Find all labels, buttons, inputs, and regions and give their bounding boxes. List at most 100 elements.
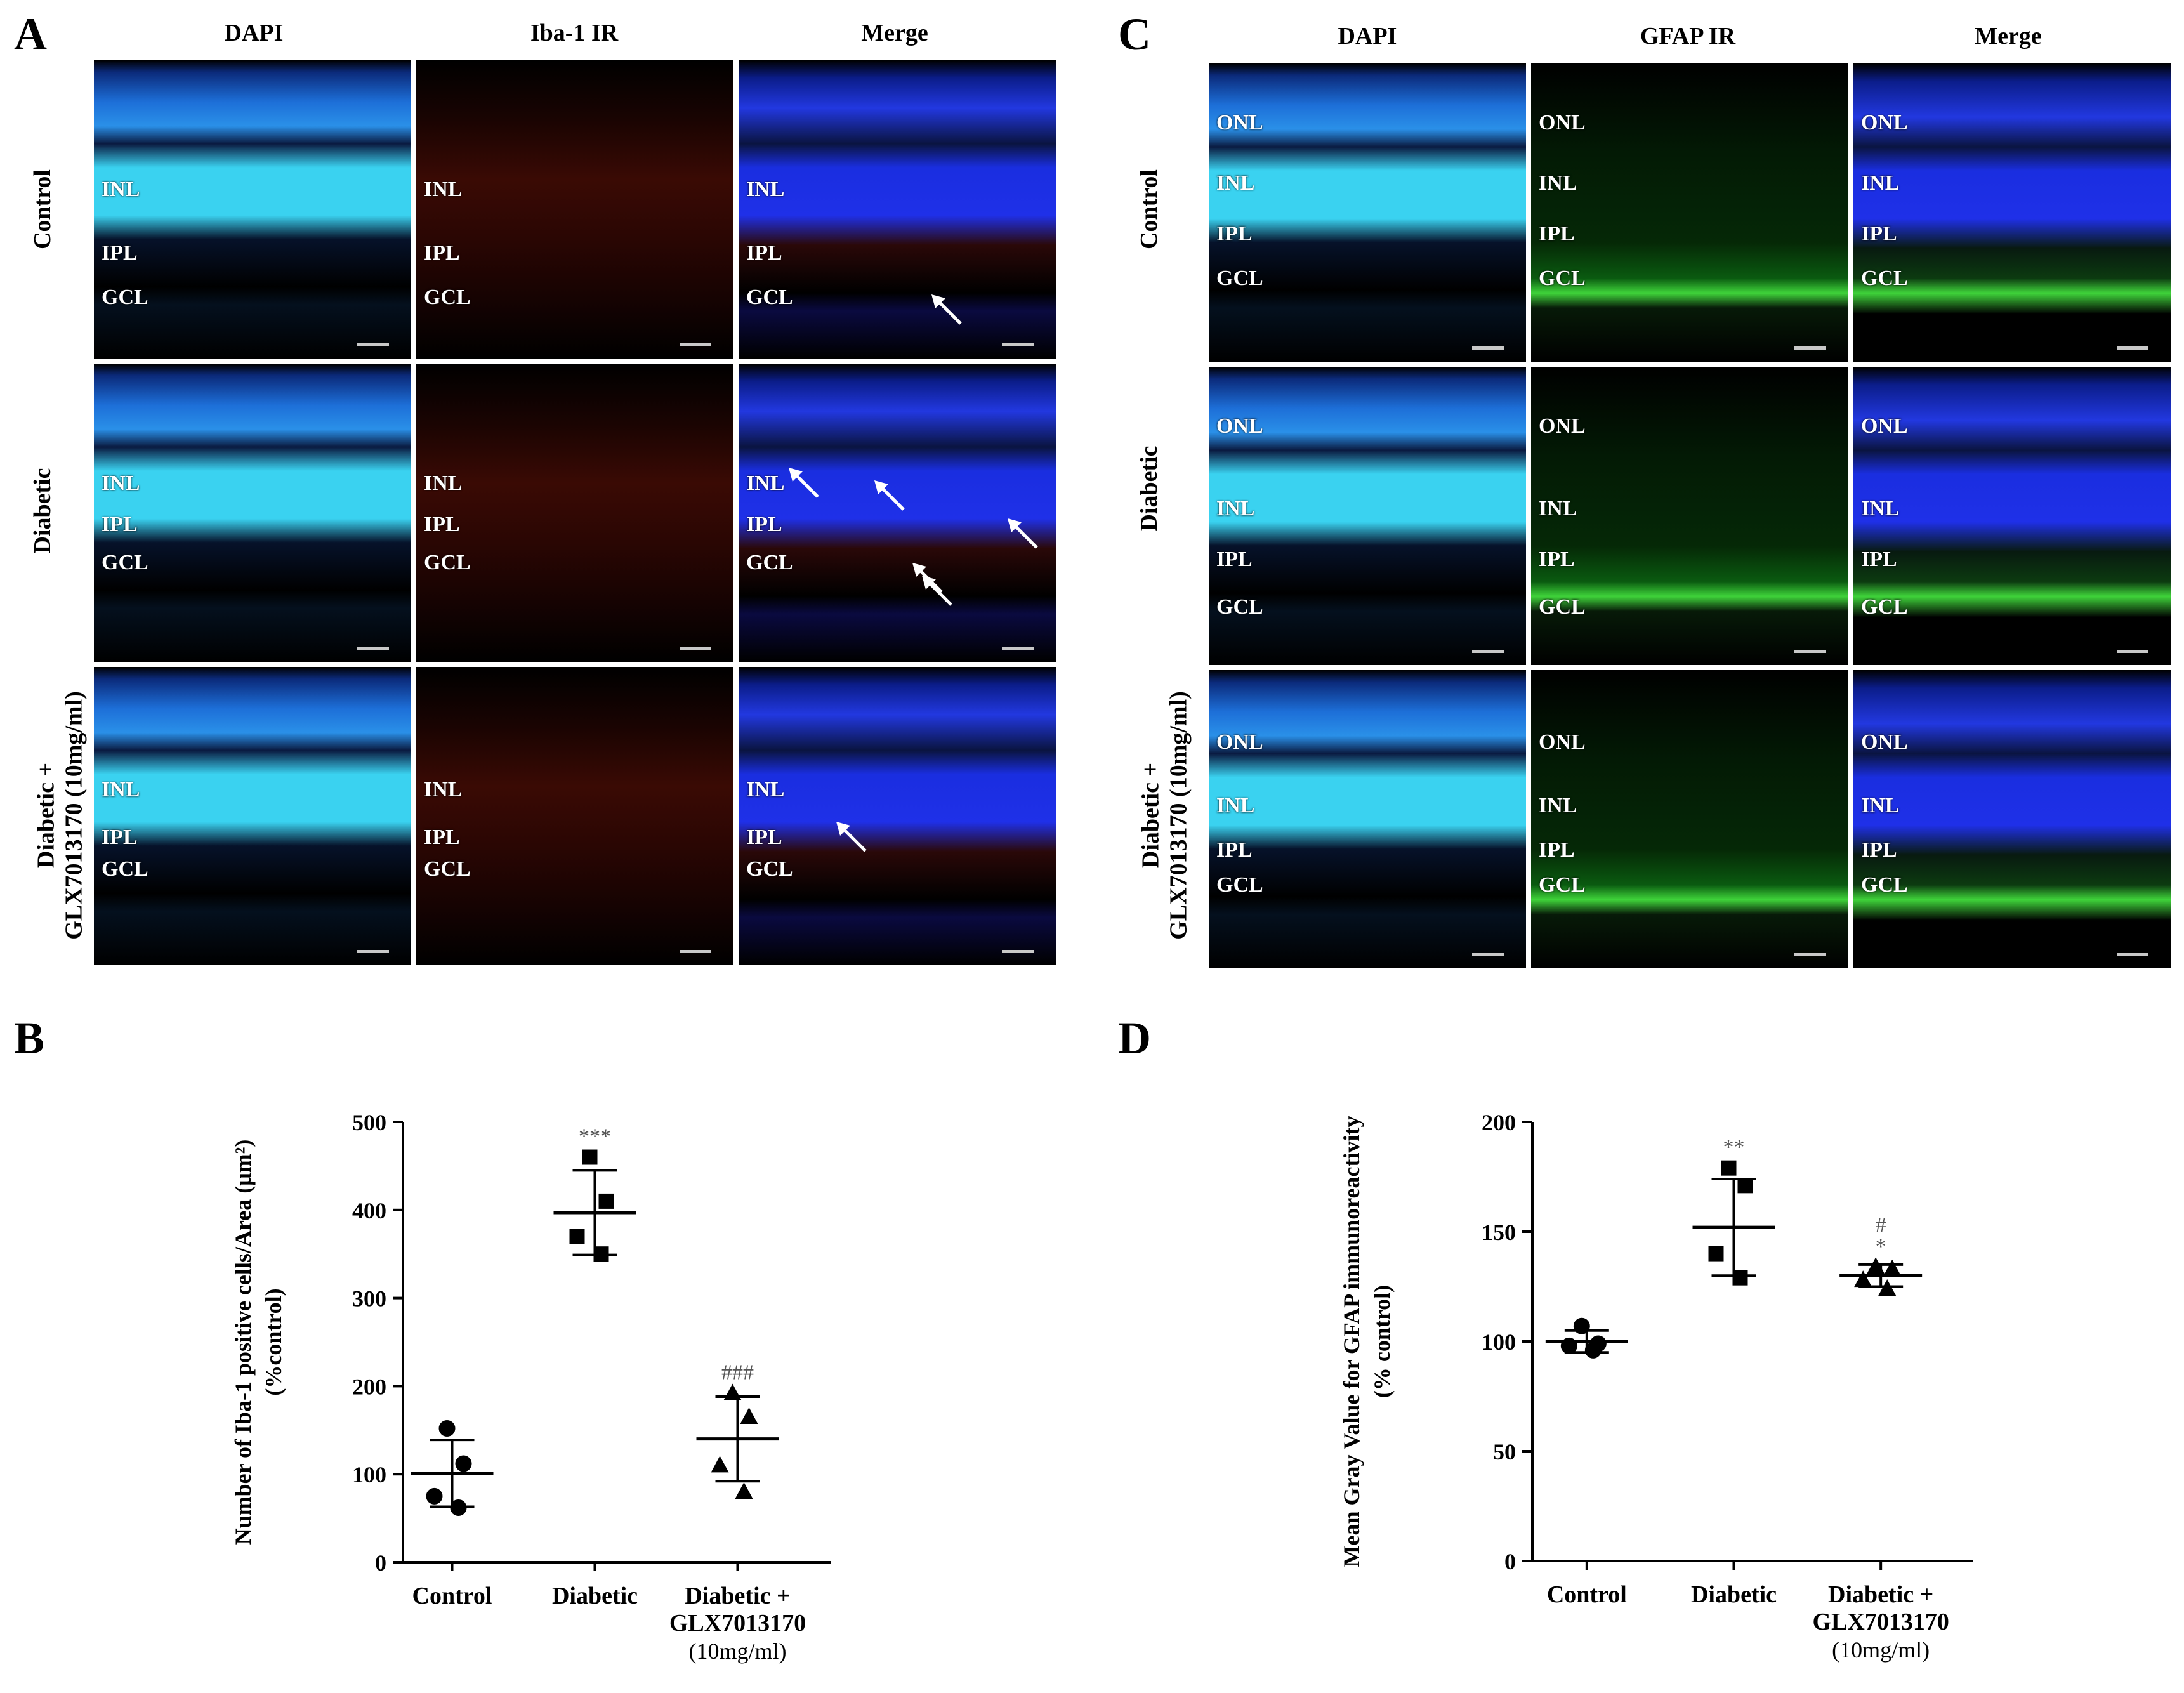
micrograph-image — [739, 60, 1056, 359]
panel-c-row-treated-line1: Diabetic + — [1137, 762, 1164, 869]
layer-label-ipl: IPL — [1539, 222, 1575, 246]
layer-label-ipl: IPL — [1539, 838, 1575, 862]
scale-bar — [680, 647, 711, 650]
y-tick-label: 100 — [1482, 1329, 1516, 1355]
A-tile-r1-c3: INL IPL GCL — [739, 60, 1056, 359]
scale-bar — [1002, 647, 1034, 650]
layer-label-gcl: GCL — [1216, 595, 1263, 619]
layer-label-onl: ONL — [1539, 111, 1586, 135]
arrow-icon — [931, 294, 962, 325]
layer-label-gcl: GCL — [1861, 267, 1908, 290]
micrograph-image — [1531, 670, 1848, 968]
x-tick-label-line2: GLX7013170 — [669, 1610, 806, 1637]
y-tick-label: 200 — [352, 1374, 386, 1399]
y-tick-label: 400 — [352, 1198, 386, 1223]
A-tile-r2-c2: INL IPL GCL — [416, 364, 733, 662]
layer-label-inl: INL — [1216, 171, 1255, 195]
A-tile-r2-c1: INL IPL GCL — [94, 364, 411, 662]
C-tile-r3-c2: ONL INL IPL GCL — [1531, 670, 1848, 968]
x-tick-label-line3: (10mg/ml) — [1832, 1637, 1930, 1663]
x-tick-label: Control — [1547, 1581, 1627, 1608]
micrograph-image — [1853, 63, 2171, 362]
layer-label-gcl: GCL — [1539, 267, 1586, 290]
scale-bar — [1002, 343, 1034, 346]
scale-bar — [1794, 346, 1826, 350]
scale-bar — [1472, 346, 1504, 350]
scale-bar — [1794, 953, 1826, 956]
layer-label-inl: INL — [102, 471, 140, 495]
micrograph-image — [1531, 367, 1848, 665]
data-point — [1708, 1246, 1724, 1262]
micrograph-image — [1853, 367, 2171, 665]
data-point — [1584, 1341, 1602, 1359]
y-axis-label: Mean Gray Value for GFAP immunoreactivit… — [1339, 1116, 1364, 1567]
layer-label-inl: INL — [424, 178, 463, 201]
chart-b: 0 100 200 300 400 500 Number of Iba-1 positive… — [230, 1110, 831, 1664]
A-tile-r1-c2: INL IPL GCL — [416, 60, 733, 359]
layer-label-ipl: IPL — [102, 241, 138, 265]
C-tile-r2-c1: ONL INL IPL GCL — [1209, 367, 1526, 665]
data-point — [1737, 1178, 1753, 1194]
layer-label-inl: INL — [1861, 794, 1900, 817]
layer-label-gcl: GCL — [746, 857, 793, 881]
layer-label-gcl: GCL — [102, 857, 148, 881]
panel-letter-a: A — [14, 9, 47, 60]
micrograph-image — [739, 364, 1056, 662]
layer-label-gcl: GCL — [1539, 873, 1586, 897]
layer-label-gcl: GCL — [102, 286, 148, 309]
C-tile-r1-c3: ONL INL IPL GCL — [1853, 63, 2171, 362]
layer-label-gcl: GCL — [1216, 873, 1263, 897]
layer-label-inl: INL — [102, 778, 140, 801]
layer-label-gcl: GCL — [424, 551, 471, 574]
arrow-icon — [789, 468, 819, 498]
layer-label-ipl: IPL — [1216, 548, 1253, 571]
data-point — [1883, 1259, 1902, 1276]
arrow-icon — [1008, 518, 1038, 549]
panel-letter-b: B — [14, 1013, 45, 1064]
layer-label-inl: INL — [1539, 794, 1577, 817]
layer-label-onl: ONL — [1861, 730, 1908, 754]
layer-label-ipl: IPL — [102, 513, 138, 536]
layer-label-inl: INL — [424, 471, 463, 495]
x-tick-label: Diabetic — [1691, 1581, 1777, 1608]
panel-c-row-diabetic: Diabetic — [1136, 445, 1163, 532]
panel-a-col-dapi: DAPI — [224, 20, 284, 46]
data-point — [598, 1193, 614, 1209]
layer-label-gcl: GCL — [424, 286, 471, 309]
scale-bar — [1002, 950, 1034, 953]
scale-bar — [2117, 650, 2148, 653]
C-tile-r2-c2: ONL INL IPL GCL — [1531, 367, 1848, 665]
y-axis-label-unit: (%control) — [261, 1288, 286, 1395]
layer-label-inl: INL — [746, 778, 785, 801]
panel-a-row-treated: Diabetic + GLX7013170 (10mg/ml) — [32, 691, 88, 940]
layer-label-ipl: IPL — [1861, 548, 1897, 571]
layer-label-inl: INL — [746, 178, 785, 201]
micrograph-image — [94, 60, 411, 359]
layer-label-ipl: IPL — [102, 826, 138, 849]
arrow-icon — [874, 480, 905, 511]
y-tick-label: 0 — [375, 1550, 386, 1576]
arrow-icon — [922, 576, 952, 606]
layer-label-inl: INL — [1861, 171, 1900, 195]
y-tick-label: 0 — [1504, 1549, 1516, 1574]
significance-marker: # — [1876, 1213, 1886, 1237]
panel-c-row-control: Control — [1136, 169, 1163, 249]
micrograph-image — [1531, 63, 1848, 362]
layer-label-inl: INL — [1539, 497, 1577, 520]
layer-label-ipl: IPL — [746, 241, 782, 265]
layer-label-inl: INL — [746, 471, 785, 495]
panel-a-col-merge: Merge — [861, 20, 928, 46]
layer-label-onl: ONL — [1539, 414, 1586, 438]
y-tick-label: 100 — [352, 1462, 386, 1487]
layer-label-gcl: GCL — [1539, 595, 1586, 619]
scale-bar — [680, 950, 711, 953]
y-tick-label: 500 — [352, 1110, 386, 1135]
significance-marker: ** — [1723, 1136, 1745, 1159]
layer-label-ipl: IPL — [1216, 222, 1253, 246]
layer-label-onl: ONL — [1861, 111, 1908, 135]
panel-a-col-iba: Iba-1 IR — [530, 20, 619, 46]
micrograph-image — [1209, 367, 1526, 665]
x-tick-label: Diabetic + — [1828, 1581, 1933, 1608]
panel-a-row-treated-line1: Diabetic + — [32, 762, 60, 869]
scale-bar — [357, 343, 389, 346]
